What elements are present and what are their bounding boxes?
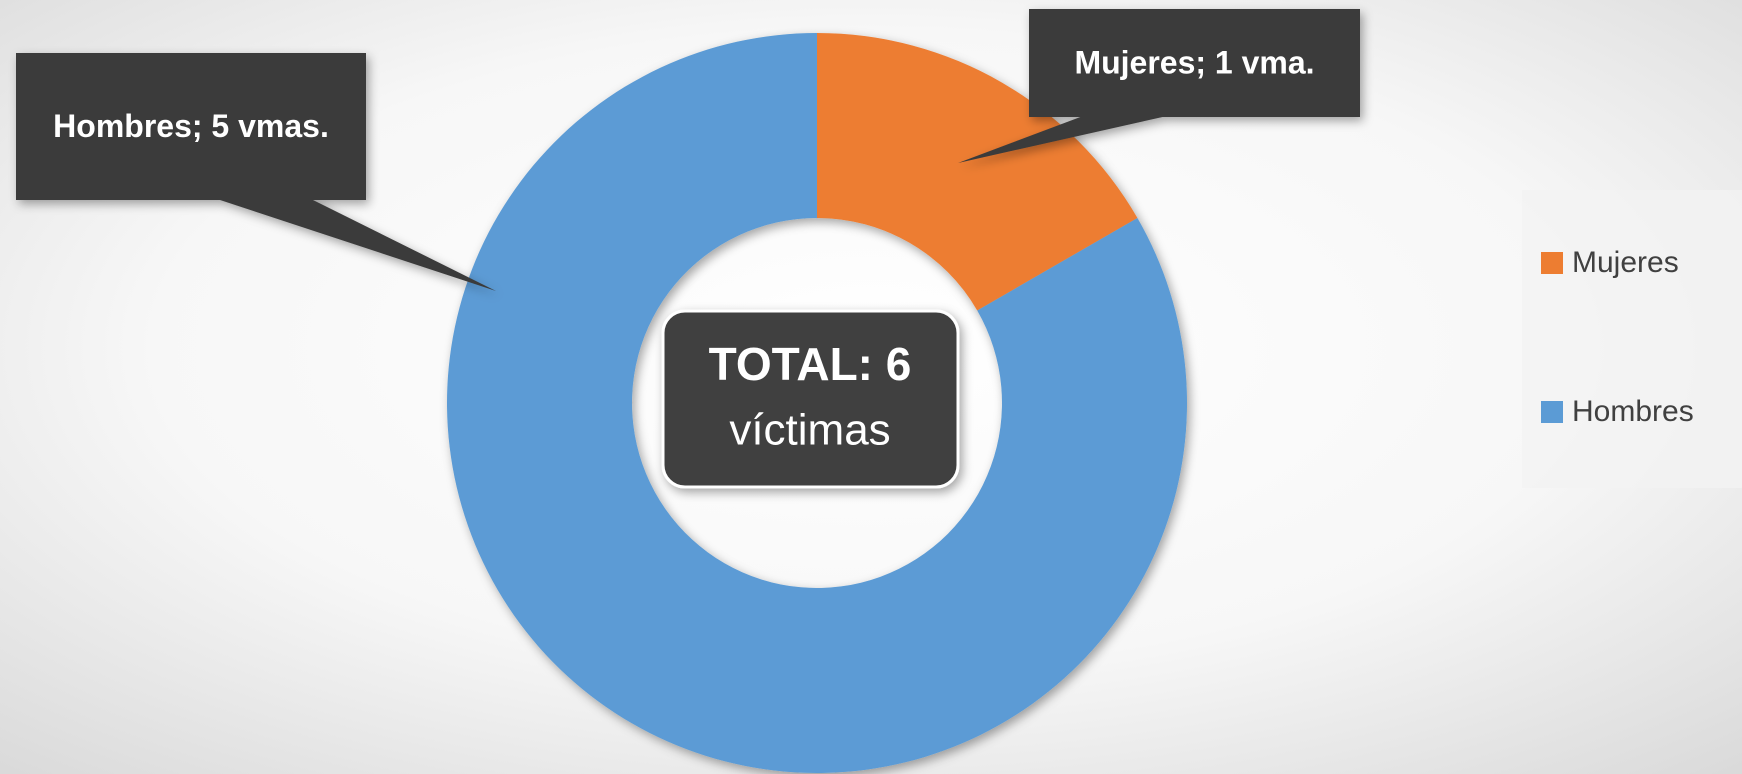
callout	[958, 9, 1360, 163]
center-unit: víctimas	[729, 406, 890, 455]
legend-swatch	[1541, 252, 1563, 274]
callout-box	[1029, 9, 1360, 117]
callout	[16, 53, 496, 291]
data-label: Mujeres; 1 vma.	[1074, 44, 1314, 80]
callout-pointer	[217, 199, 496, 291]
legend-panel	[1522, 190, 1742, 488]
donut	[447, 33, 1188, 773]
callout-box	[16, 53, 366, 200]
center-box: TOTAL: 6 víctimas	[661, 309, 960, 489]
center-total: TOTAL: 6	[709, 338, 912, 390]
donut-slice	[817, 33, 1138, 311]
donut-slice	[447, 33, 1188, 773]
data-label: Hombres; 5 vmas.	[53, 108, 329, 144]
legend-label: Hombres	[1572, 395, 1694, 428]
center-box-bg	[661, 309, 960, 489]
legend-label: Mujeres	[1572, 246, 1679, 279]
callout-pointer	[958, 116, 1167, 163]
legend-swatch	[1541, 401, 1563, 423]
